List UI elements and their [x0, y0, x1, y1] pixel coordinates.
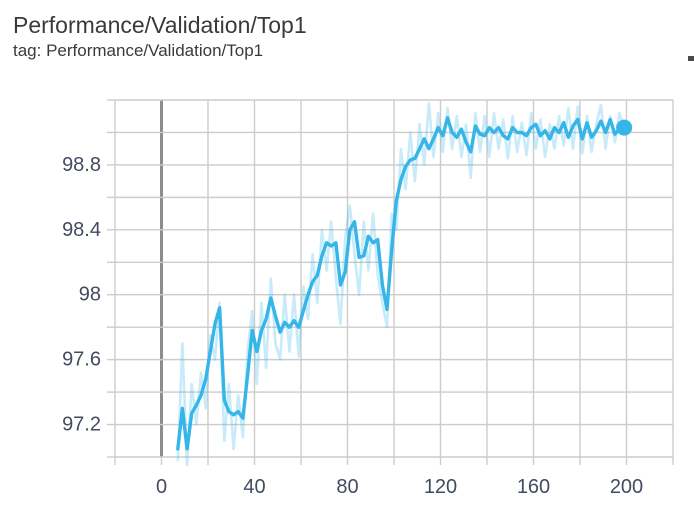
chart-title: Performance/Validation/Top1 [13, 12, 307, 38]
card-action-icon-partial[interactable] [688, 56, 694, 61]
x-tick-label: 160 [517, 476, 550, 498]
x-tick-label: 120 [424, 476, 457, 498]
chart-subtitle: tag: Performance/Validation/Top1 [13, 41, 264, 60]
final-point-marker[interactable] [616, 119, 633, 136]
y-tick-label: 97.6 [62, 349, 101, 371]
raw-series-line [176, 101, 626, 467]
y-tick-label: 98 [79, 284, 101, 306]
smoothed-series-line [176, 116, 626, 451]
x-tick-label: 200 [610, 476, 643, 498]
y-tick-label: 97.2 [62, 414, 101, 436]
x-tick-label: 0 [156, 476, 167, 498]
x-tick-label: 80 [336, 476, 358, 498]
x-tick-label: 40 [243, 476, 265, 498]
y-tick-label: 98.4 [62, 219, 101, 241]
y-tick-label: 98.8 [62, 154, 101, 176]
